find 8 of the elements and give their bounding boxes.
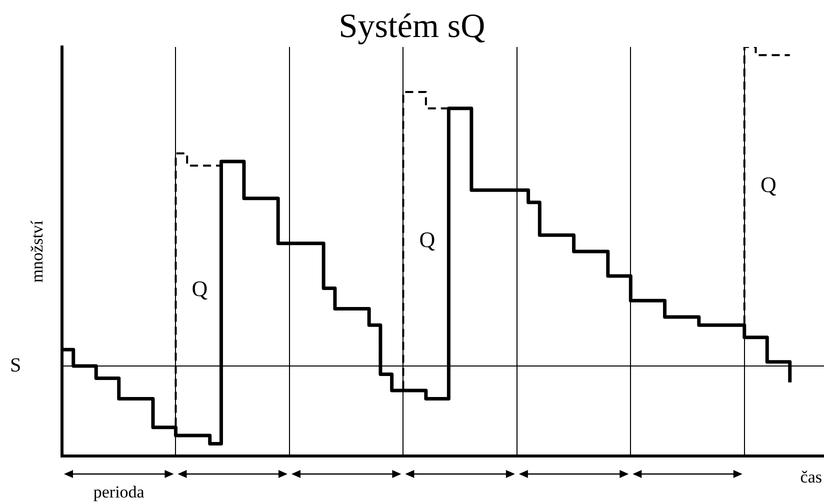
annotation: Q <box>760 172 776 197</box>
text: perioda <box>93 482 145 502</box>
y-axis-title: množství <box>28 220 47 283</box>
annotation: Q <box>192 276 208 302</box>
chart-title: Systém sQ <box>338 8 486 45</box>
x-axis-title: čas <box>800 467 822 486</box>
ref-line-label: S <box>10 354 22 376</box>
annotation: Q <box>419 227 436 252</box>
